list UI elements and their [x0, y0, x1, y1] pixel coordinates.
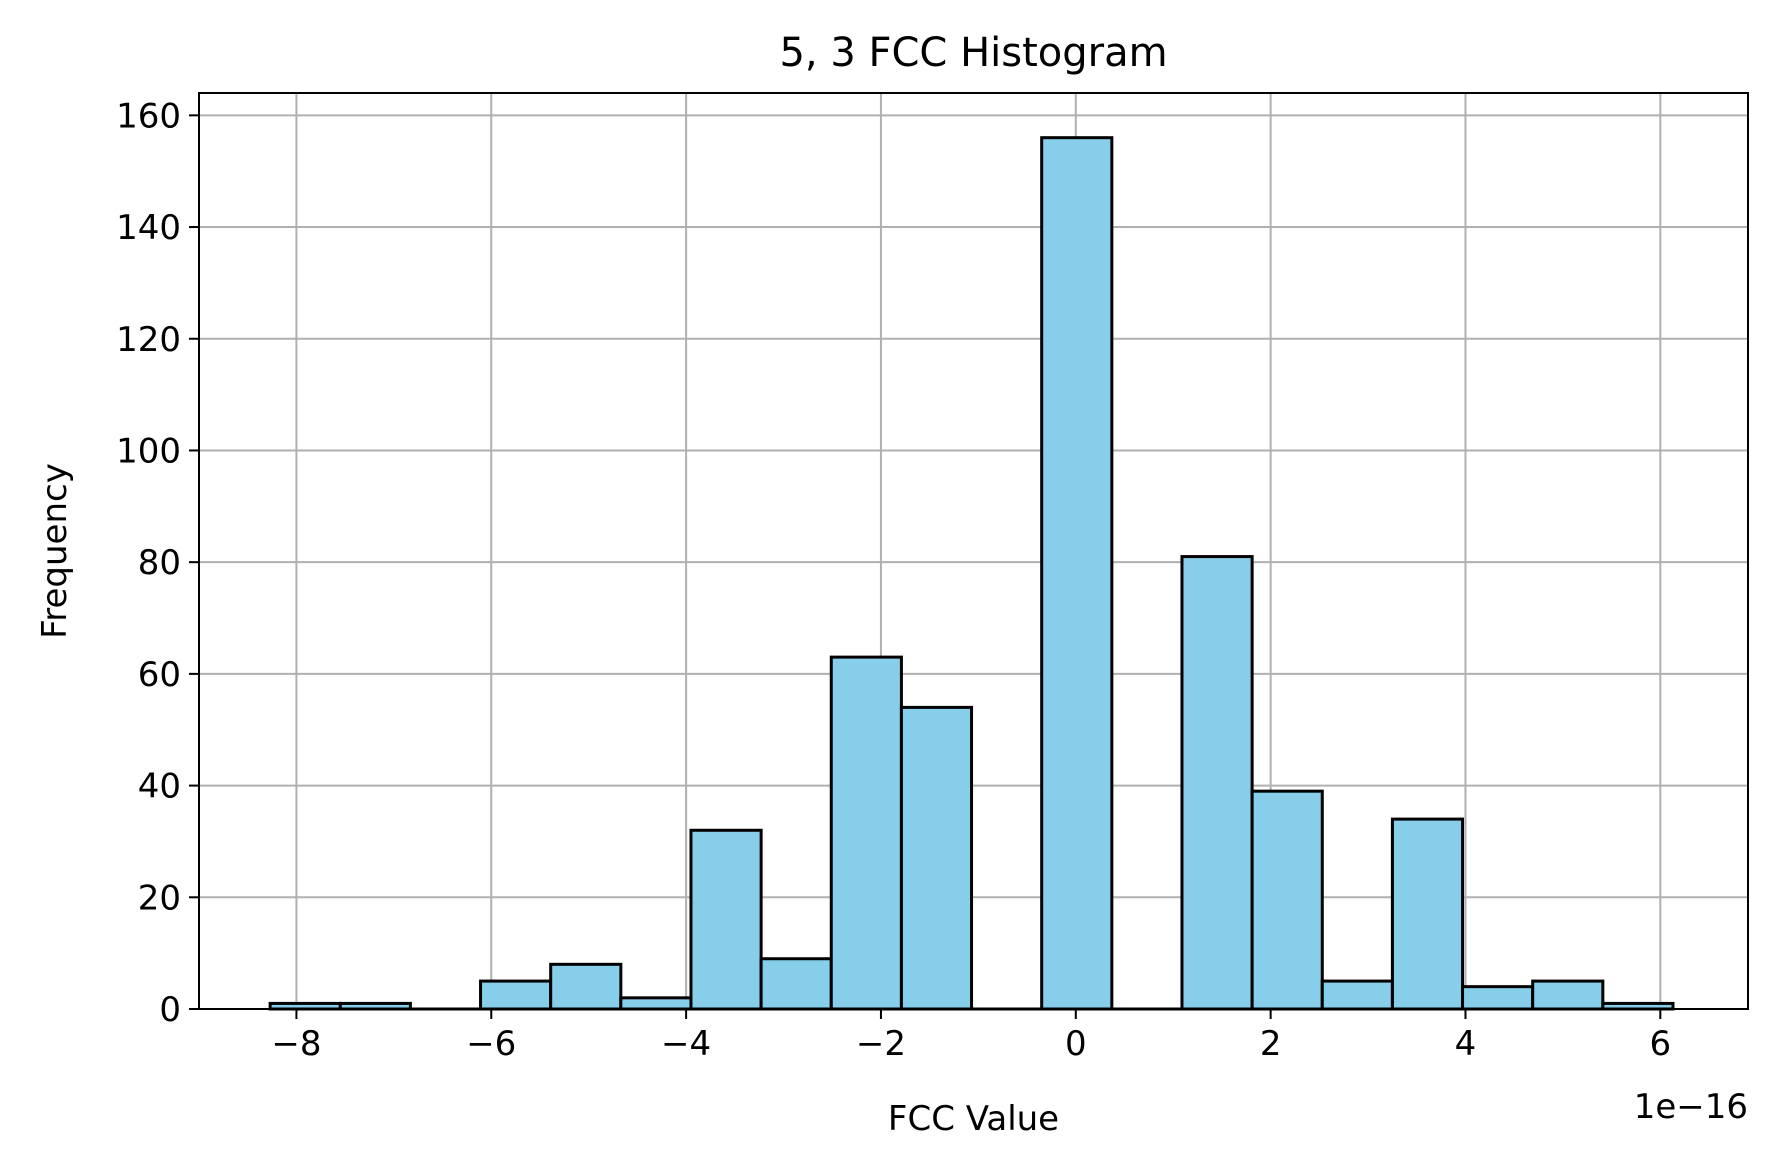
- x-tick-label: 0: [1065, 1024, 1087, 1064]
- y-tick-label: 0: [159, 990, 181, 1030]
- y-tick-label: 140: [116, 208, 181, 248]
- y-tick-label: 100: [116, 431, 181, 471]
- x-axis-offset-label: 1e−16: [1634, 1087, 1748, 1127]
- histogram-bar: [1180, 555, 1254, 1011]
- x-tick-label: −2: [856, 1024, 906, 1064]
- x-tick-label: 6: [1650, 1024, 1672, 1064]
- y-axis-label: Frequency: [35, 463, 75, 639]
- histogram-bar: [1390, 817, 1465, 1011]
- histogram-bar: [619, 996, 693, 1011]
- x-tick-label: −4: [661, 1024, 711, 1064]
- chart-title: 5, 3 FCC Histogram: [779, 30, 1167, 76]
- y-tick-label: 40: [138, 767, 181, 807]
- histogram-bar: [689, 828, 763, 1011]
- histogram-bar: [549, 962, 623, 1011]
- histogram-bar: [899, 705, 974, 1011]
- histogram-bar: [759, 957, 833, 1011]
- axis-ticks: [189, 114, 1662, 1019]
- x-axis-label: FCC Value: [888, 1099, 1059, 1139]
- y-tick-label: 80: [138, 543, 181, 583]
- x-tick-label: 4: [1455, 1024, 1477, 1064]
- histogram-bar: [1531, 979, 1605, 1011]
- y-tick-label: 60: [138, 655, 181, 695]
- x-tick-label: 2: [1260, 1024, 1282, 1064]
- histogram-bar: [1461, 985, 1535, 1011]
- y-tick-label: 20: [138, 878, 181, 918]
- x-tick-label: −8: [271, 1024, 321, 1064]
- histogram-bar: [479, 979, 553, 1011]
- plot-frame: [198, 92, 1749, 1010]
- x-tick-label: −6: [466, 1024, 516, 1064]
- y-tick-label: 120: [116, 320, 181, 360]
- histogram-bar: [1320, 979, 1394, 1011]
- histogram-bar: [1040, 136, 1114, 1011]
- y-tick-label: 160: [116, 96, 181, 136]
- histogram-bar: [829, 655, 903, 1011]
- histogram-bar: [1250, 789, 1324, 1011]
- histogram-bars: [268, 136, 1675, 1011]
